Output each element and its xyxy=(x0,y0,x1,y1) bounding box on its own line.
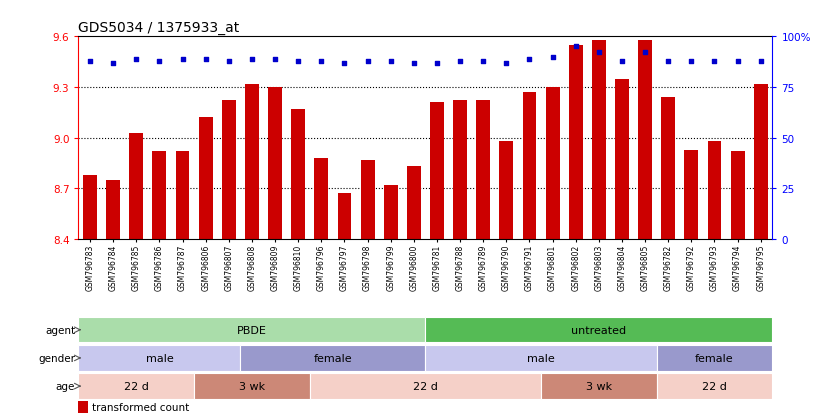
Bar xyxy=(361,160,374,240)
Point xyxy=(83,58,97,65)
Point xyxy=(268,56,282,63)
Bar xyxy=(292,110,305,240)
Point xyxy=(292,58,305,65)
Bar xyxy=(754,84,767,240)
Bar xyxy=(569,45,582,240)
Bar xyxy=(78,373,194,399)
Bar xyxy=(657,373,772,399)
Bar xyxy=(430,103,444,240)
Point xyxy=(685,58,698,65)
Text: GDS5034 / 1375933_at: GDS5034 / 1375933_at xyxy=(78,21,240,35)
Bar xyxy=(199,118,212,240)
Bar xyxy=(523,93,536,240)
Point xyxy=(430,60,444,67)
Bar xyxy=(245,84,259,240)
Point xyxy=(199,56,212,63)
Bar xyxy=(731,152,744,240)
Point xyxy=(615,58,629,65)
Text: agent: agent xyxy=(45,325,75,335)
Point xyxy=(338,60,351,67)
Text: male: male xyxy=(145,353,173,363)
Text: gender: gender xyxy=(38,353,75,363)
Bar xyxy=(78,317,425,343)
Point xyxy=(523,56,536,63)
Bar xyxy=(708,142,721,240)
Bar xyxy=(268,88,282,240)
Bar xyxy=(384,185,397,240)
Point xyxy=(222,58,235,65)
Bar xyxy=(425,317,772,343)
Point xyxy=(477,58,490,65)
Point xyxy=(453,58,467,65)
Point xyxy=(407,60,420,67)
Bar xyxy=(638,40,652,240)
Bar xyxy=(541,373,657,399)
Text: female: female xyxy=(695,353,733,363)
Text: 3 wk: 3 wk xyxy=(239,381,265,391)
Bar xyxy=(615,79,629,240)
Bar xyxy=(500,142,513,240)
Point xyxy=(315,58,328,65)
Point xyxy=(708,58,721,65)
Point xyxy=(361,58,374,65)
Text: untreated: untreated xyxy=(572,325,626,335)
Bar xyxy=(425,345,657,371)
Bar xyxy=(315,159,328,240)
Bar xyxy=(407,167,420,240)
Point xyxy=(176,56,189,63)
Point xyxy=(754,58,767,65)
Point xyxy=(107,60,120,67)
Bar xyxy=(222,101,235,240)
Bar xyxy=(338,194,351,240)
Point xyxy=(662,58,675,65)
Bar xyxy=(78,345,240,371)
Point xyxy=(731,58,744,65)
Point xyxy=(245,56,259,63)
Bar xyxy=(107,180,120,240)
Text: 22 d: 22 d xyxy=(413,381,438,391)
Text: 22 d: 22 d xyxy=(124,381,149,391)
Point xyxy=(546,54,559,61)
Point xyxy=(638,50,652,57)
Bar xyxy=(662,98,675,240)
Point xyxy=(130,56,143,63)
Bar xyxy=(194,373,310,399)
Bar xyxy=(592,40,605,240)
Bar xyxy=(685,150,698,240)
Point xyxy=(592,50,605,57)
Bar xyxy=(83,176,97,240)
Bar xyxy=(240,345,425,371)
Text: male: male xyxy=(527,353,555,363)
Bar xyxy=(453,101,467,240)
Bar xyxy=(657,345,772,371)
Text: 3 wk: 3 wk xyxy=(586,381,612,391)
Point xyxy=(384,58,397,65)
Text: female: female xyxy=(314,353,352,363)
Point xyxy=(569,44,582,51)
Text: age: age xyxy=(55,381,75,391)
Bar xyxy=(176,152,189,240)
Text: PBDE: PBDE xyxy=(237,325,267,335)
Point xyxy=(153,58,166,65)
Bar xyxy=(153,152,166,240)
Bar xyxy=(130,133,143,240)
Text: 22 d: 22 d xyxy=(702,381,727,391)
Bar xyxy=(310,373,541,399)
Bar xyxy=(477,101,490,240)
Text: transformed count: transformed count xyxy=(92,402,189,412)
Bar xyxy=(546,88,559,240)
Point xyxy=(500,60,513,67)
